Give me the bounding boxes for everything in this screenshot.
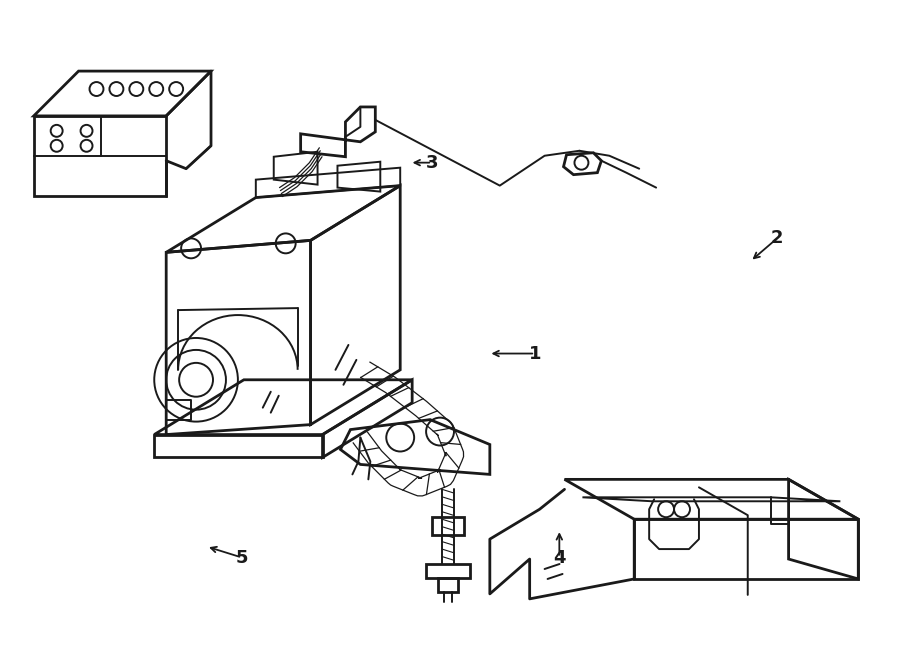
Text: 5: 5 bbox=[236, 549, 248, 566]
Text: 2: 2 bbox=[771, 229, 783, 247]
Text: 4: 4 bbox=[554, 549, 565, 566]
Text: 3: 3 bbox=[426, 153, 438, 172]
Text: 1: 1 bbox=[529, 344, 542, 362]
